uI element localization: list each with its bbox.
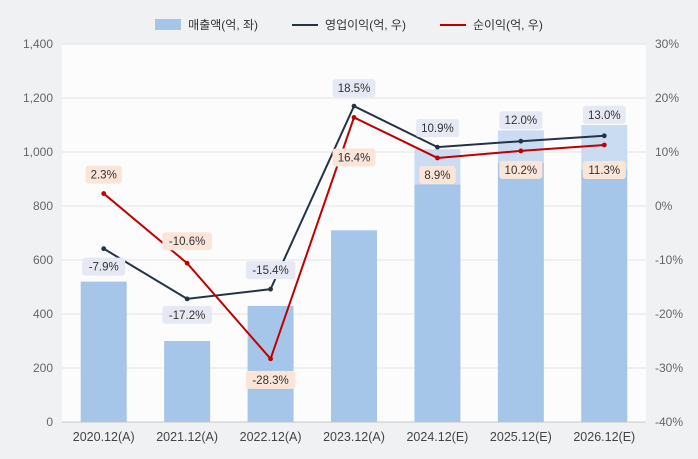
operating-profit-label-box (499, 111, 543, 130)
operating-profit-point (435, 144, 440, 150)
net-profit-label-box (162, 232, 212, 251)
right-axis-tick: -20% (655, 307, 683, 321)
revenue-bar-top (497, 130, 544, 163)
legend-item-net-profit: 순이익(억, 우) (439, 16, 543, 33)
revenue-bar (80, 281, 127, 422)
net-profit-label-box (85, 165, 122, 184)
operating-profit-point (518, 138, 524, 144)
x-axis-label: 2026.12(E) (573, 430, 635, 444)
operating-profit-label: 13.0% (588, 110, 621, 122)
operating-profit-label-box (162, 305, 212, 324)
revenue-bar (331, 230, 377, 422)
revenue-bar (247, 305, 294, 422)
operating-profit-label: -7.9% (89, 262, 119, 274)
left-axis-tick: 200 (33, 361, 53, 375)
net-profit-point (268, 356, 273, 362)
left-axis-tick: 400 (33, 307, 53, 321)
net-profit-label: -28.3% (252, 375, 288, 387)
operating-profit-label-box (582, 105, 626, 124)
right-axis-tick: 0% (655, 199, 673, 213)
operating-profit-point (101, 246, 107, 252)
right-axis-tick: 20% (655, 91, 679, 105)
net-profit-point (184, 260, 190, 266)
net-profit-label: -10.6% (169, 236, 205, 248)
net-profit-label-box (332, 148, 376, 167)
revenue-bar (164, 341, 211, 422)
net-profit-label-box (499, 160, 543, 179)
revenue-swatch (155, 19, 182, 30)
net-profit-label: 11.3% (588, 165, 620, 177)
net-profit-point (518, 148, 524, 154)
right-axis-tick: -40% (655, 415, 683, 429)
operating-profit-point (601, 133, 607, 139)
operating-profit-swatch (292, 23, 319, 26)
operating-profit-label: -17.2% (169, 310, 205, 322)
revenue-bar (414, 184, 461, 422)
right-axis-tick: -10% (655, 253, 683, 267)
net-profit-label: 10.2% (505, 165, 538, 177)
left-axis-tick: 1,000 (23, 145, 53, 159)
x-axis-label: 2025.12(E) (490, 430, 552, 444)
net-profit-swatch (439, 23, 466, 26)
left-axis-tick: 800 (33, 199, 53, 213)
net-profit-label: 16.4% (338, 152, 371, 164)
operating-profit-point (351, 103, 357, 109)
left-axis-tick: 1,200 (23, 91, 53, 105)
net-profit-point (101, 191, 107, 196)
operating-profit-label-box (82, 257, 126, 276)
operating-profit-label-box (245, 261, 296, 280)
net-profit-point (351, 115, 357, 120)
net-profit-label-box (419, 165, 456, 184)
operating-profit-label: 10.9% (421, 123, 454, 135)
legend-label-revenue: 매출액(억, 좌) (188, 18, 259, 32)
operating-profit-point (268, 286, 273, 292)
legend-item-revenue: 매출액(억, 좌) (155, 16, 258, 33)
revenue-bar (581, 169, 628, 422)
right-axis-tick: 30% (655, 37, 679, 51)
x-axis-label: 2022.12(A) (240, 430, 302, 444)
x-axis-label: 2023.12(A) (323, 430, 385, 444)
x-axis-label: 2020.12(A) (73, 430, 135, 444)
operating-profit-point (184, 296, 190, 302)
operating-profit-label: 18.5% (338, 83, 371, 95)
left-axis-tick: 1,400 (23, 37, 53, 51)
left-axis-tick: 600 (33, 253, 53, 267)
net-profit-label-box (245, 370, 296, 389)
left-axis-tick: 0 (46, 415, 53, 429)
right-axis-tick: -30% (655, 361, 683, 375)
legend-item-operating-profit: 영업이익(억, 우) (292, 16, 406, 33)
net-profit-label: 2.3% (91, 170, 117, 182)
net-profit-point (435, 155, 440, 161)
x-axis-label: 2024.12(E) (406, 430, 468, 444)
legend-label-operating-profit: 영업이익(억, 우) (325, 18, 406, 32)
net-profit-label-box (582, 160, 626, 179)
operating-profit-label-box (415, 119, 459, 138)
legend-label-net-profit: 순이익(억, 우) (472, 18, 543, 32)
operating-profit-label: -15.4% (252, 265, 288, 277)
chart-legend: 매출액(억, 좌) 영업이익(억, 우) 순이익(억, 우) (0, 16, 698, 33)
revenue-bar (497, 162, 544, 423)
net-profit-label: 8.9% (424, 170, 450, 182)
operating-profit-label: 12.0% (505, 115, 538, 127)
x-axis-label: 2021.12(A) (156, 430, 218, 444)
operating-profit-label-box (332, 79, 376, 98)
net-profit-point (601, 142, 607, 148)
right-axis-tick: 10% (655, 145, 679, 159)
